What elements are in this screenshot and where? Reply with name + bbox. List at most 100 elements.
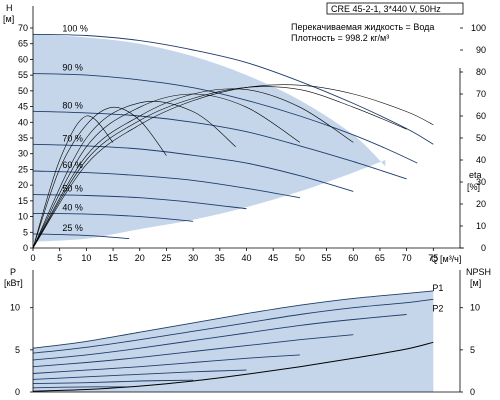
top-y-right-tick-label: 40 [476, 155, 486, 165]
power-curve [32, 298, 434, 354]
head-curve-label: 100 % [62, 23, 88, 33]
top-x-tick-label: 55 [322, 253, 332, 263]
head-curve-label: 40 % [62, 202, 83, 212]
top-y-right-tick-label: 80 [476, 67, 486, 77]
head-curve [32, 33, 434, 145]
power-curve [32, 354, 300, 374]
top-y-tick-label: 30 [18, 149, 28, 159]
bottom-y-tick-label: 10 [10, 303, 20, 313]
operating-envelope [33, 34, 386, 242]
top-y-tick-label: 5 [23, 227, 28, 237]
top-title-box [326, 2, 464, 15]
efficiency-curve [32, 106, 167, 249]
efficiency-curve [32, 88, 354, 249]
top-x-tick-label: 65 [375, 253, 385, 263]
efficiency-curve [32, 86, 407, 249]
head-curve-label: 70 % [62, 133, 83, 143]
head-curve-label: 60 % [62, 160, 83, 170]
top-x-tick-label: 15 [108, 253, 118, 263]
npsh-curve [32, 341, 434, 392]
fluid-info-line: Перекачиваемая жидкость = Вода [291, 22, 434, 32]
top-x-tick-label: 60 [348, 253, 358, 263]
power-curve [32, 290, 434, 349]
top-x-tick-label: 45 [268, 253, 278, 263]
power-curve [32, 386, 130, 389]
efficiency-curve [32, 100, 236, 249]
top-y-tick-label: 25 [18, 164, 28, 174]
power-curve-label: P2 [432, 303, 443, 313]
top-x-tick-label: 50 [295, 253, 305, 263]
bottom-y-unit: [кВт] [4, 278, 23, 288]
top-y-tick-label: 10 [18, 212, 28, 222]
top-y-tick-label: 55 [18, 70, 28, 80]
efficiency-curve [32, 93, 301, 249]
head-curve [32, 110, 407, 180]
bottom-y-right-tick-label: 0 [470, 387, 475, 397]
top-x-label: Q [431, 254, 438, 264]
top-x-tick-label: 25 [161, 253, 171, 263]
power-curve [32, 334, 354, 368]
bottom-y-right-unit: [м] [470, 278, 481, 288]
bottom-y-right-label: NPSH [466, 267, 491, 277]
top-y-tick-label: 70 [18, 23, 28, 33]
top-plot-area: 100 % 90 % 80 % 70 % 60 % 50 % 40 % 25 % 0 5 10 15 2… [18, 6, 486, 263]
head-curve [32, 170, 300, 199]
top-y-tick-label: 45 [18, 102, 28, 112]
top-x-tick-label: 20 [135, 253, 145, 263]
top-y-right-tick-label: 20 [476, 199, 486, 209]
top-y-right-tick-label: 60 [476, 111, 486, 121]
top-x-tick-label: 40 [241, 253, 251, 263]
head-curve [32, 212, 194, 222]
top-x-tick-label: 0 [30, 253, 35, 263]
top-x-tick-label: 30 [188, 253, 198, 263]
top-y-right-label: eta [469, 170, 482, 180]
head-curve-label: 50 % [62, 184, 83, 194]
head-curve [32, 233, 130, 240]
top-y-right-tick-label: 50 [476, 133, 486, 143]
top-title: CRE 45-2-1, 3*440 V, 50Hz [331, 4, 441, 14]
top-y-tick-label: 65 [18, 39, 28, 49]
top-y-tick-label: 50 [18, 86, 28, 96]
top-x-tick-label: 75 [428, 253, 438, 263]
top-y-tick-label: 20 [18, 180, 28, 190]
bottom-y-right-tick-label: 10 [470, 303, 480, 313]
top-y-right-tick-label: 70 [476, 89, 486, 99]
power-curve [32, 379, 194, 385]
power-curve [32, 314, 407, 361]
head-curve-label: 90 % [62, 63, 83, 73]
bottom-plot-area: P1 P2 0 5 10 0 5 10 [10, 270, 480, 397]
top-y-tick-label: 0 [23, 243, 28, 253]
head-curve-label: 80 % [62, 100, 83, 110]
top-y-tick-label: 40 [18, 117, 28, 127]
head-curve-label: 25 % [62, 223, 83, 233]
power-curve [32, 369, 247, 380]
top-x-tick-label: 5 [57, 253, 62, 263]
top-x-tick-label: 35 [215, 253, 225, 263]
top-y-tick-label: 35 [18, 133, 28, 143]
efficiency-curve [32, 115, 114, 249]
bottom-y-right-tick-label: 5 [470, 345, 475, 355]
top-y-right-tick-label: 10 [476, 221, 486, 231]
bottom-y-tick-label: 5 [15, 345, 20, 355]
head-curve [32, 143, 354, 192]
bottom-y-label: P [10, 267, 16, 277]
top-y-tick-label: 15 [18, 196, 28, 206]
fluid-info-line: Плотность = 998.2 кг/м³ [291, 33, 389, 43]
head-curve [32, 73, 418, 164]
top-y-unit: [м] [3, 14, 14, 24]
top-y-right-tick-label: 0 [481, 243, 486, 253]
efficiency-curve [32, 84, 434, 249]
top-y-tick-label: 60 [18, 54, 28, 64]
power-curve-label: P1 [432, 283, 443, 293]
head-curve [32, 194, 247, 210]
top-y-right-unit: [%] [467, 182, 480, 192]
top-y-label: H [6, 3, 13, 13]
top-y-right-tick-label: 90 [476, 45, 486, 55]
top-x-tick-label: 70 [402, 253, 412, 263]
top-y-right-tick-label: 100 [471, 23, 486, 33]
top-x-tick-label: 10 [81, 253, 91, 263]
bottom-y-tick-label: 0 [15, 387, 20, 397]
top-y-right-tick-label: 30 [476, 177, 486, 187]
top-x-unit: [м³/ч] [440, 254, 461, 264]
